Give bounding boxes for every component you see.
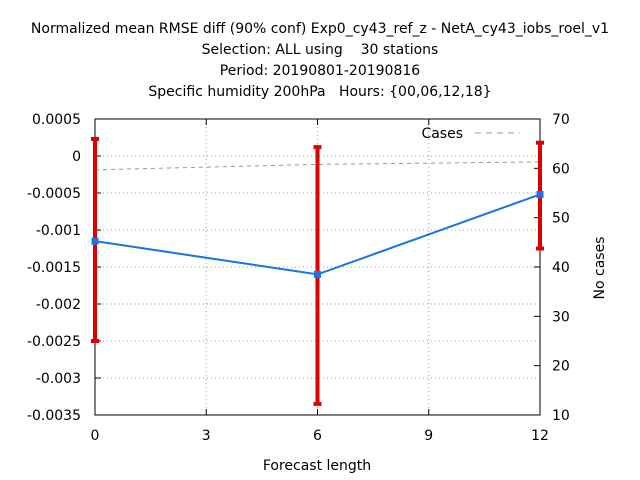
legend-label-cases: Cases [421, 126, 463, 142]
data-series [91, 136, 544, 406]
y2-tick-label: 40 [552, 260, 570, 276]
y2-tick-label: 70 [552, 112, 570, 128]
y-tick-label: -0.0005 [27, 186, 81, 202]
x-tick-label: 0 [91, 428, 100, 444]
y-tick-label: 0 [72, 149, 81, 165]
x-axis-label: Forecast length [263, 458, 371, 474]
data-point [536, 190, 544, 198]
y-tick-label: -0.0025 [27, 334, 81, 350]
y-tick-label: -0.002 [36, 297, 81, 313]
chart-title-line-4: Specific humidity 200hPa Hours: {00,06,1… [148, 84, 492, 100]
y-tick-label: 0.0005 [32, 112, 81, 128]
chart-title-line-3: Period: 20190801-20190816 [219, 63, 421, 79]
y2-tick-label: 50 [552, 211, 570, 227]
chart-title-line-2: Selection: ALL using 30 stations [201, 42, 439, 58]
x-tick-label: 9 [424, 428, 433, 444]
y-tick-label: -0.003 [36, 371, 81, 387]
y-tick-label: -0.0035 [27, 408, 81, 424]
data-point [91, 237, 99, 245]
x-tick-label: 3 [202, 428, 211, 444]
y2-axis-label: No cases [592, 237, 608, 300]
x-tick-label: 6 [313, 428, 322, 444]
series-line-cases [94, 161, 541, 171]
y2-tick-label: 20 [552, 359, 570, 375]
data-point [314, 270, 321, 278]
chart-title-line-1: Normalized mean RMSE diff (90% conf) Exp… [30, 21, 610, 37]
y2-tick-label: 60 [552, 161, 570, 177]
y-tick-label: -0.0015 [27, 260, 81, 276]
y2-tick-label: 10 [552, 408, 570, 424]
axis-ticks: 0 3 6 9 12 0.0005 0 -0.0005 -0.001 -0.0015 -0.002 -… [27, 112, 570, 444]
x-tick-label: 12 [531, 428, 549, 444]
y-tick-label: -0.001 [36, 223, 81, 239]
y2-tick-label: 30 [552, 309, 570, 325]
legend: Cases [421, 126, 520, 142]
